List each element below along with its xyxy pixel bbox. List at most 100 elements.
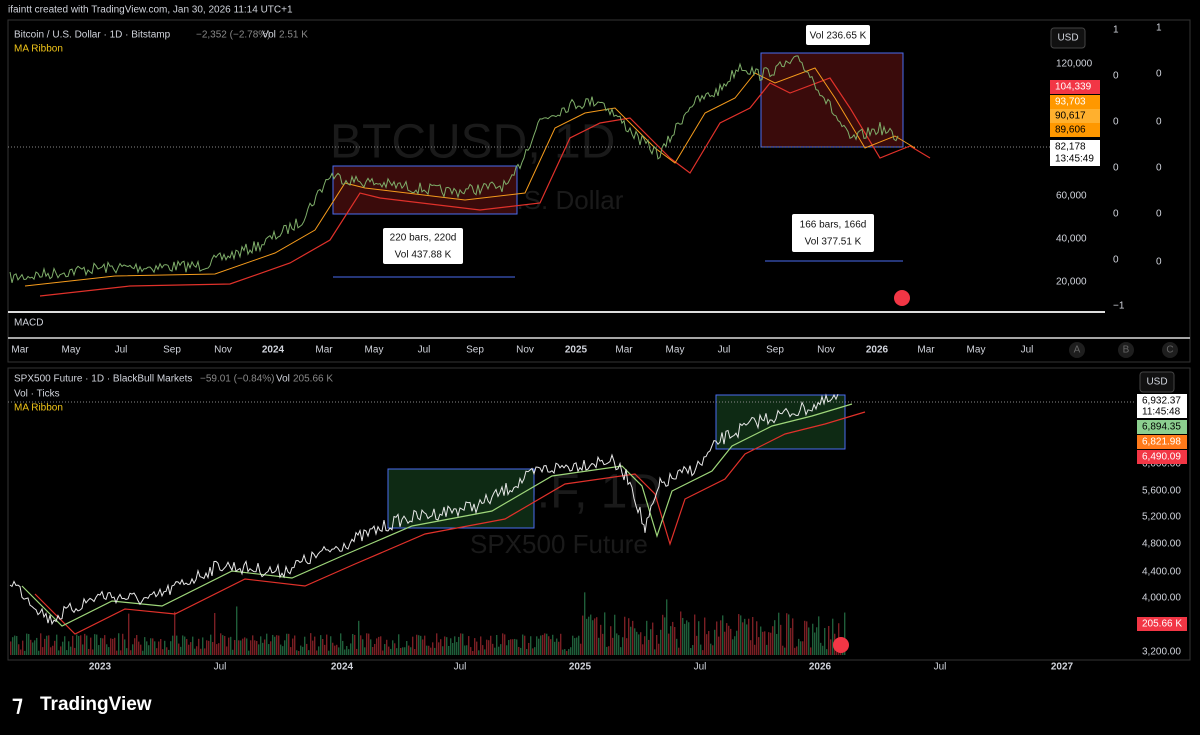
volume-bar (640, 632, 642, 655)
volume-bar (538, 638, 540, 655)
volume-bar (532, 648, 534, 655)
volume-bar (92, 649, 94, 655)
volume-bar (114, 637, 116, 655)
volume-bar (230, 636, 232, 655)
volume-bar (610, 626, 612, 655)
volume-bar (486, 639, 488, 655)
volume-bar (746, 624, 748, 655)
volume-bar (782, 645, 784, 655)
volume-bar (244, 637, 246, 655)
time-label: Nov (817, 345, 835, 356)
volume-bar (774, 620, 776, 655)
volume-bar (62, 641, 64, 655)
volume-bar (176, 635, 178, 655)
vol-value: 205.66 K (293, 374, 333, 385)
volume-bar (444, 636, 446, 655)
volume-bar (520, 647, 522, 655)
volume-bar (194, 648, 196, 655)
volume-bar (320, 635, 322, 655)
volume-bar (752, 616, 754, 655)
macd-label: MACD (14, 318, 43, 329)
volume-bar (686, 620, 688, 655)
scale-button-label[interactable]: A (1074, 345, 1081, 356)
volume-bar (804, 620, 806, 655)
scale-button[interactable] (1162, 342, 1178, 358)
volume-bar (616, 633, 618, 655)
volume-bar (52, 645, 54, 655)
range-box (387, 468, 535, 529)
volume-bar (738, 614, 740, 655)
volume-bar (292, 638, 294, 655)
volume-bar (156, 648, 158, 655)
scale-button-label[interactable]: C (1166, 345, 1173, 356)
ma-line (34, 411, 866, 635)
volume-bar (188, 644, 190, 655)
volume-bar (330, 636, 332, 655)
volume-bar (58, 650, 60, 655)
volume-bar (562, 649, 564, 655)
volume-bar (10, 641, 12, 655)
volume-bar (462, 633, 464, 655)
panel-1 (7, 19, 1191, 363)
measure-bars: 220 bars, 220d (390, 233, 457, 244)
volume-bar (656, 634, 658, 655)
volume-bar (672, 621, 674, 655)
volume-bar (302, 646, 304, 655)
volume-bar (398, 634, 400, 655)
measure-bars: 166 bars, 166d (800, 220, 867, 231)
scale-button-label[interactable]: B (1123, 345, 1130, 356)
volume-bar (124, 639, 126, 655)
indicator: Vol · Ticks (14, 389, 60, 400)
volume-bar (350, 643, 352, 655)
volume-bar (414, 649, 416, 655)
volume-bar (572, 635, 574, 655)
volume-bar (264, 639, 266, 655)
range-box (332, 165, 518, 215)
volume-bar (468, 636, 470, 655)
volume-bar (798, 638, 800, 655)
currency-button[interactable] (1050, 27, 1086, 49)
volume-bar (360, 635, 362, 655)
volume-bar (136, 634, 138, 655)
macd-scale: 0 (1113, 163, 1119, 174)
currency-button[interactable] (1139, 371, 1175, 393)
currency[interactable]: USD (1146, 377, 1167, 388)
time-label: 2024 (331, 662, 354, 673)
range-box (715, 394, 846, 450)
volume-bar (168, 649, 170, 655)
volume-bar (644, 636, 646, 655)
scale-button[interactable] (1069, 342, 1085, 358)
volume-bar (348, 649, 350, 655)
volume-bar (816, 627, 818, 655)
volume-bar (706, 634, 708, 655)
volume-bar (70, 646, 72, 655)
volume-bar (586, 618, 588, 655)
price-tag (1050, 123, 1100, 137)
volume-bar (770, 632, 772, 655)
volume-bar (134, 638, 136, 655)
volume-bar (400, 647, 402, 655)
volume-bar (754, 644, 756, 655)
price-tag-label: 89,606 (1055, 125, 1086, 136)
volume-bar (220, 633, 222, 655)
time-label: 2025 (565, 345, 588, 356)
volume-bar (466, 645, 468, 655)
price-tag-label: 6,490.09 (1142, 452, 1181, 463)
volume-bar (508, 640, 510, 655)
price-label: 6,000.00 (1142, 459, 1181, 470)
currency[interactable]: USD (1057, 33, 1078, 44)
scale-button[interactable] (1118, 342, 1134, 358)
volume-bar (820, 642, 822, 655)
volume-bar (806, 621, 808, 655)
volume-bar (786, 613, 788, 655)
volume-bar (556, 638, 558, 655)
volume-bar (190, 642, 192, 655)
flag-icon (833, 637, 849, 653)
volume-bar (822, 645, 824, 655)
panel-2 (7, 367, 1191, 661)
volume-bar (324, 644, 326, 655)
measure-vol: Vol 236.65 K (810, 31, 867, 42)
volume-bar (242, 638, 244, 655)
volume-bar (128, 613, 130, 655)
volume-bar (794, 647, 796, 655)
